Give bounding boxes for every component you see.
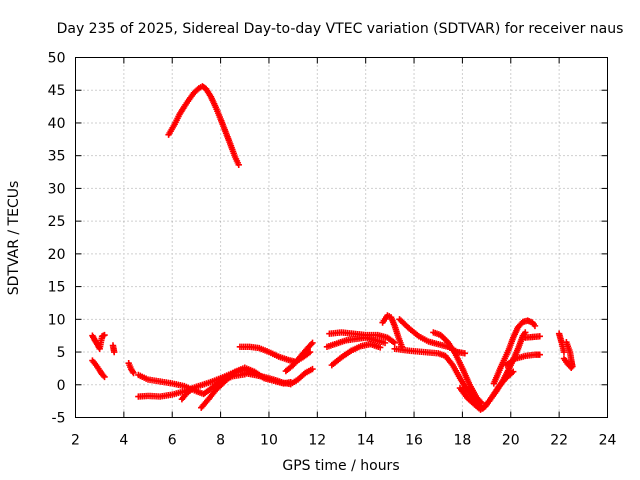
data-point (129, 368, 136, 375)
grid-lines (75, 57, 608, 418)
y-tick-label: 30 (48, 181, 66, 197)
data-point (309, 365, 316, 373)
series-arc-midday-c (282, 339, 316, 375)
data-point (130, 369, 137, 377)
data-point (188, 386, 195, 393)
data-point (461, 350, 469, 357)
y-tick-label: 40 (48, 116, 66, 132)
series-arc-evening-b (502, 351, 543, 369)
data-point (560, 348, 568, 356)
y-tick-label: 25 (48, 214, 66, 230)
data-point (391, 339, 398, 347)
x-tick-label: 8 (216, 433, 225, 449)
series-arc-noon-d (379, 312, 406, 351)
data-point (101, 373, 108, 381)
data-point (568, 364, 575, 371)
y-tick-label: 10 (48, 312, 66, 328)
data-point (376, 344, 384, 351)
data-point (101, 331, 108, 339)
x-tick-label: 22 (550, 433, 568, 449)
x-axis-label: GPS time / hours (282, 458, 399, 474)
data-point (566, 363, 574, 370)
x-tick-label: 10 (260, 433, 278, 449)
data-point (536, 351, 543, 358)
y-axis-label: SDTVAR / TECUs (6, 181, 22, 296)
data-point (509, 368, 517, 375)
y-tick-label: 0 (57, 378, 66, 394)
y-tick-label: 20 (48, 247, 66, 263)
x-tick-label: 4 (119, 433, 128, 449)
data-points (89, 83, 576, 413)
y-tick-label: 15 (48, 280, 66, 296)
data-point (381, 339, 389, 347)
series-arc-midday-a (236, 343, 314, 366)
chart-title: Day 235 of 2025, Sidereal Day-to-day VTE… (57, 21, 624, 37)
y-tick-label: 45 (48, 83, 66, 99)
x-tick-label: 2 (71, 433, 80, 449)
data-point (235, 161, 242, 169)
axis-ticks (75, 57, 608, 418)
x-tick-labels: 2 4 6 8 10 12 14 16 18 20 22 24 (71, 433, 616, 449)
series-arc-noon-b (323, 334, 389, 351)
data-point (110, 348, 118, 356)
x-tick-label: 6 (168, 433, 177, 449)
data-point (306, 348, 314, 356)
series-arc-peak (165, 83, 242, 169)
series-arc-early-b (89, 357, 108, 381)
data-point (308, 340, 315, 348)
data-point (100, 372, 107, 379)
y-tick-label: 5 (57, 345, 66, 361)
series-arc-late-c (560, 355, 575, 371)
y-tick-label: -5 (52, 411, 66, 427)
y-tick-label: 50 (48, 51, 66, 67)
series-arc-early-d (125, 359, 137, 377)
series-arc-early-a (89, 331, 108, 352)
x-tick-label: 20 (502, 433, 520, 449)
series-arc-evening-c (522, 333, 543, 341)
x-tick-label: 16 (405, 433, 423, 449)
data-point (531, 322, 539, 330)
x-tick-label: 18 (453, 433, 471, 449)
series-arc-late-a (555, 330, 568, 356)
series-arc-evening-a (490, 317, 539, 387)
series-arc-dip-b (466, 329, 529, 412)
y-tick-labels: -5 0 5 10 15 20 25 30 35 40 45 50 (48, 51, 66, 427)
data-point (536, 333, 543, 340)
series-arc-morning-c (178, 386, 195, 403)
series-arc-noon-c (328, 340, 384, 369)
data-point (309, 339, 316, 347)
series-arc-afternoon-c (430, 329, 485, 407)
series-arc-early-c (109, 342, 118, 356)
series-arc-midday-b (241, 365, 316, 388)
x-tick-label: 24 (599, 433, 617, 449)
plot-frame (75, 57, 608, 418)
x-tick-label: 14 (357, 433, 375, 449)
y-tick-label: 35 (48, 149, 66, 165)
x-tick-label: 12 (308, 433, 326, 449)
